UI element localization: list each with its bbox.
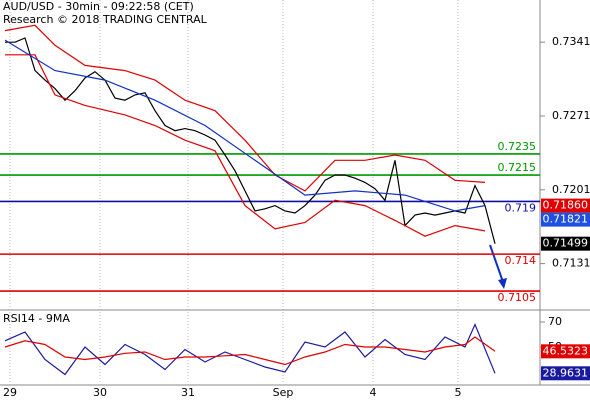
x-tick-label: 5 [455,386,462,399]
price-tag-label: 0.71499 [543,237,589,250]
price-tag [541,366,590,381]
rsi-line [4,322,496,376]
level-label: 0.714 [505,254,537,267]
indicator-line [5,54,486,237]
y-tick-label: 0.7271 [552,109,590,122]
price-tag-label: 0.71860 [543,199,589,212]
level-label: 0.719 [505,201,537,214]
rsi-line [4,336,496,366]
x-tick-label: 30 [93,386,107,399]
x-tick-label: Sep [273,386,294,399]
y-tick-label: 0.7341 [552,35,590,48]
level-label: 0.7215 [498,161,537,174]
indicator-line [4,24,486,192]
rsi-tick-label: 70 [548,315,562,328]
chart-title: AUD/USD - 30min - 09:22:58 (CET) [3,0,194,13]
chart-subtitle: Research © 2018 TRADING CENTRAL [3,13,208,26]
y-tick-label: 0.7131 [552,257,590,270]
forecast-arrow [489,244,504,283]
forecast-arrowhead [498,278,507,289]
x-tick-label: 4 [370,386,377,399]
level-label: 0.7105 [498,291,537,304]
y-tick-label: 0.7201 [552,183,590,196]
price-tag [541,236,590,251]
price-tag [541,212,590,227]
rsi-title: RSI14 - 9MA [3,312,70,325]
price-tag [541,198,590,213]
indicator-line [4,39,486,212]
price-tag-label: 46.5323 [543,344,589,357]
price-tag-label: 28.9631 [543,366,589,379]
x-tick-label: 29 [3,386,17,399]
price-tag-label: 0.71821 [543,213,589,226]
price-tag [541,344,590,359]
x-tick-label: 31 [181,386,195,399]
level-label: 0.7235 [498,140,537,153]
